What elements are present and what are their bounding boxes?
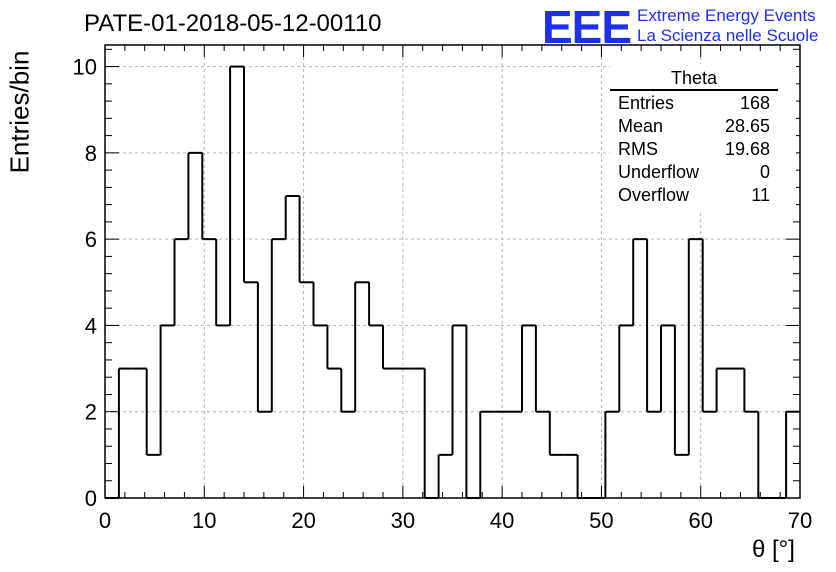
x-tick-label: 40 bbox=[490, 508, 514, 533]
logo-text-line1: Extreme Energy Events bbox=[637, 6, 816, 25]
stats-title: Theta bbox=[670, 68, 718, 88]
stats-row-mean: Mean 28.65 bbox=[618, 116, 770, 138]
x-tick-label: 60 bbox=[688, 508, 712, 533]
x-axis-label: θ [°] bbox=[752, 536, 795, 563]
logo-text-line2: La Scienza nelle Scuole bbox=[637, 26, 819, 45]
x-tick-label: 10 bbox=[192, 508, 216, 533]
stats-row-overflow: Overflow 11 bbox=[618, 185, 770, 207]
stats-label: Underflow bbox=[618, 162, 700, 182]
chart-title: PATE-01-2018-05-12-00110 bbox=[84, 10, 382, 37]
stats-box: Theta Entries 168 Mean 28.65 RMS 19.68 U… bbox=[610, 64, 796, 212]
stats-row-underflow: Underflow 0 bbox=[618, 162, 770, 184]
stats-value: 0 bbox=[759, 162, 770, 182]
stats-label: RMS bbox=[618, 139, 658, 159]
y-tick-label: 6 bbox=[85, 227, 97, 252]
x-tick-label: 70 bbox=[788, 508, 812, 533]
y-tick-label: 0 bbox=[85, 486, 97, 511]
x-tick-label: 20 bbox=[291, 508, 315, 533]
x-tick-label: 50 bbox=[589, 508, 613, 533]
plot-frame bbox=[104, 44, 801, 499]
y-tick-label: 4 bbox=[85, 313, 97, 338]
x-tick-label: 30 bbox=[391, 508, 415, 533]
y-tick-label: 8 bbox=[85, 141, 97, 166]
y-tick-label: 10 bbox=[73, 55, 97, 80]
stats-label: Entries bbox=[618, 93, 675, 113]
stats-row-rms: RMS 19.68 bbox=[618, 139, 770, 161]
stats-label: Overflow bbox=[618, 185, 690, 205]
stats-divider bbox=[610, 89, 778, 91]
stats-value: 28.65 bbox=[724, 116, 770, 136]
y-axis-label: Entries/bin bbox=[4, 50, 35, 174]
stats-label: Mean bbox=[618, 116, 664, 136]
stats-value: 19.68 bbox=[724, 139, 770, 159]
y-tick-label: 2 bbox=[85, 400, 97, 425]
eee-logo: EEE bbox=[542, 1, 632, 53]
stats-value: 168 bbox=[739, 93, 770, 113]
stats-value: 11 bbox=[751, 185, 770, 205]
x-tick-label: 0 bbox=[99, 508, 111, 533]
stats-row-entries: Entries 168 bbox=[618, 93, 770, 115]
